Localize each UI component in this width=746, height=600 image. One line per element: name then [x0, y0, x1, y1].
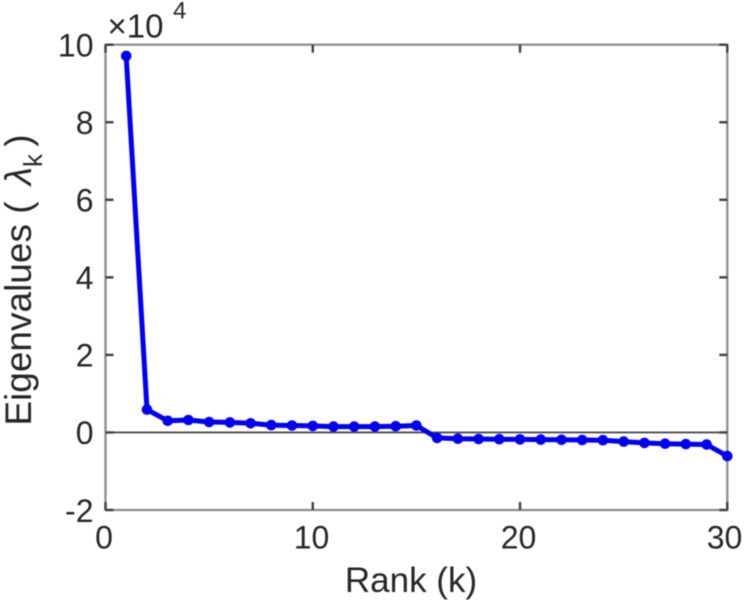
svg-text:×10: ×10 [108, 8, 164, 45]
svg-text:10: 10 [58, 28, 94, 64]
svg-text:4: 4 [173, 0, 186, 25]
svg-text:10: 10 [294, 520, 330, 556]
svg-text:4: 4 [76, 260, 94, 296]
svg-text:0: 0 [76, 415, 94, 451]
svg-text:0: 0 [95, 520, 113, 556]
svg-text:2: 2 [76, 338, 94, 374]
svg-text:8: 8 [76, 105, 94, 141]
svg-text:20: 20 [501, 520, 537, 556]
svg-text:-2: -2 [65, 493, 93, 529]
svg-text:6: 6 [76, 183, 94, 219]
svg-text:Rank (k): Rank (k) [345, 561, 477, 600]
svg-text:30: 30 [707, 520, 743, 556]
